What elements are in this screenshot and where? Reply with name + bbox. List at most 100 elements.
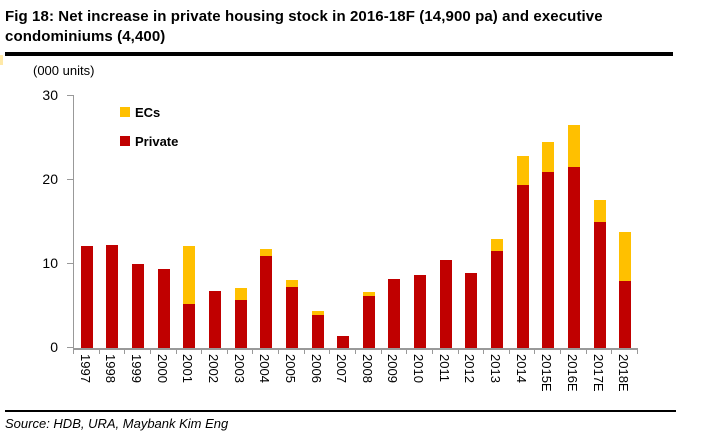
x-axis-tick: [380, 349, 382, 354]
y-tick-label-10: 10: [42, 255, 58, 271]
bar-private-1999: [132, 264, 145, 348]
bar-private-2013: [490, 250, 503, 348]
x-axis-tick: [98, 349, 100, 354]
bar-private-2005: [285, 286, 298, 348]
x-tick-label-2012: 2012: [462, 354, 478, 383]
bar-group-1999: [125, 96, 151, 348]
bar-group-2007: [330, 96, 356, 348]
bar-group-2000: [151, 96, 177, 348]
x-tick-label-2003: 2003: [231, 354, 247, 383]
x-tick-label-2006: 2006: [308, 354, 324, 383]
y-axis-tick-10: [67, 263, 74, 264]
bar-ecs-2006: [311, 311, 324, 316]
bar-group-2009: [382, 96, 408, 348]
bar-group-2001: [177, 96, 203, 348]
x-tick-label-2009: 2009: [385, 354, 401, 383]
x-axis-tick: [457, 349, 459, 354]
bar-private-1997: [80, 246, 93, 348]
legend-label-private: Private: [135, 133, 179, 149]
bar-private-2004: [260, 256, 273, 348]
bar-group-2015E: [535, 96, 561, 348]
bar-ecs-2004: [260, 248, 273, 257]
bar-group-2005: [279, 96, 305, 348]
bar-private-2010: [414, 274, 427, 348]
x-axis-tick: [149, 349, 151, 354]
bar-private-2018E: [619, 280, 632, 348]
bar-group-2004: [253, 96, 279, 348]
bar-private-2014: [516, 185, 529, 348]
bar-group-2011: [433, 96, 459, 348]
x-tick-label-2013: 2013: [488, 354, 503, 383]
figure-title: Fig 18: Net increase in private housing …: [5, 8, 603, 45]
x-tick-label-2014: 2014: [513, 354, 529, 383]
ecs-color-swatch: [120, 107, 130, 117]
x-axis-tick: [201, 349, 203, 354]
x-axis-tick: [355, 349, 356, 354]
y-tick-label-20: 20: [42, 171, 58, 187]
bar-private-2000: [157, 269, 170, 348]
bar-group-2003: [228, 96, 254, 348]
x-tick-label-1997: 1997: [77, 354, 93, 383]
plot-area: [73, 96, 637, 348]
x-tick-label-2015E: 2015E: [539, 354, 555, 392]
left-edge-artifact: [0, 55, 3, 65]
x-tick-label-2008: 2008: [359, 354, 375, 383]
x-axis-tick: [560, 349, 562, 354]
x-axis-tick: [508, 349, 510, 354]
bar-private-2003: [234, 300, 247, 348]
x-tick-label-2000: 2000: [154, 354, 170, 383]
legend-item-ecs: ECs: [120, 103, 178, 121]
y-tick-label-30: 30: [42, 87, 58, 103]
x-tick-label-1998: 1998: [103, 354, 119, 383]
bar-ecs-2015E: [542, 142, 555, 172]
bar-group-2017E: [587, 96, 613, 348]
bar-ecs-2018E: [619, 232, 632, 281]
title-underline-rule: [5, 52, 673, 56]
x-axis-tick: [585, 349, 587, 354]
x-axis-tick: [73, 349, 74, 354]
x-axis-tick: [483, 349, 485, 354]
x-axis-tick: [175, 349, 177, 354]
bar-group-2008: [356, 96, 382, 348]
bar-private-1998: [106, 244, 119, 348]
x-tick-label-2016E: 2016E: [564, 354, 580, 392]
x-axis-tick: [534, 349, 536, 354]
bar-group-2012: [459, 96, 485, 348]
legend-label-ecs: ECs: [135, 104, 161, 120]
y-axis-tick-0: [67, 347, 74, 348]
x-tick-label-2017E: 2017E: [590, 354, 606, 392]
bar-ecs-2008: [362, 291, 375, 296]
x-tick-label-2004: 2004: [257, 354, 273, 383]
x-axis-tick: [611, 349, 613, 354]
bar-group-2016E: [561, 96, 587, 348]
y-axis-tick-30: [67, 95, 74, 96]
bar-private-2011: [439, 259, 452, 348]
bar-group-2010: [407, 96, 433, 348]
bar-group-2014: [510, 96, 536, 348]
x-axis-tick: [637, 349, 638, 354]
private-color-swatch: [120, 136, 130, 146]
x-tick-label-1999: 1999: [129, 354, 145, 383]
bar-group-2018E: [612, 96, 638, 348]
bar-ecs-2001: [183, 246, 196, 305]
x-tick-label-2011: 2011: [436, 354, 452, 382]
bar-ecs-2014: [516, 155, 529, 186]
x-axis-tick: [252, 349, 254, 354]
x-axis-tick: [226, 349, 228, 354]
bar-group-1998: [100, 96, 126, 348]
x-axis-tick: [431, 349, 433, 354]
y-tick-label-0: 0: [50, 339, 58, 355]
y-axis-tick-20: [67, 179, 74, 180]
bar-ecs-2017E: [593, 200, 606, 222]
footer-rule: [5, 410, 676, 412]
bar-private-2012: [465, 273, 478, 348]
bar-private-2006: [311, 315, 324, 348]
bar-group-1997: [74, 96, 100, 348]
bar-ecs-2013: [490, 238, 503, 251]
bar-private-2008: [362, 295, 375, 348]
x-axis-tick: [278, 349, 280, 354]
x-axis-tick: [124, 349, 126, 354]
bar-private-2001: [183, 304, 196, 348]
bar-ecs-2003: [234, 288, 247, 301]
